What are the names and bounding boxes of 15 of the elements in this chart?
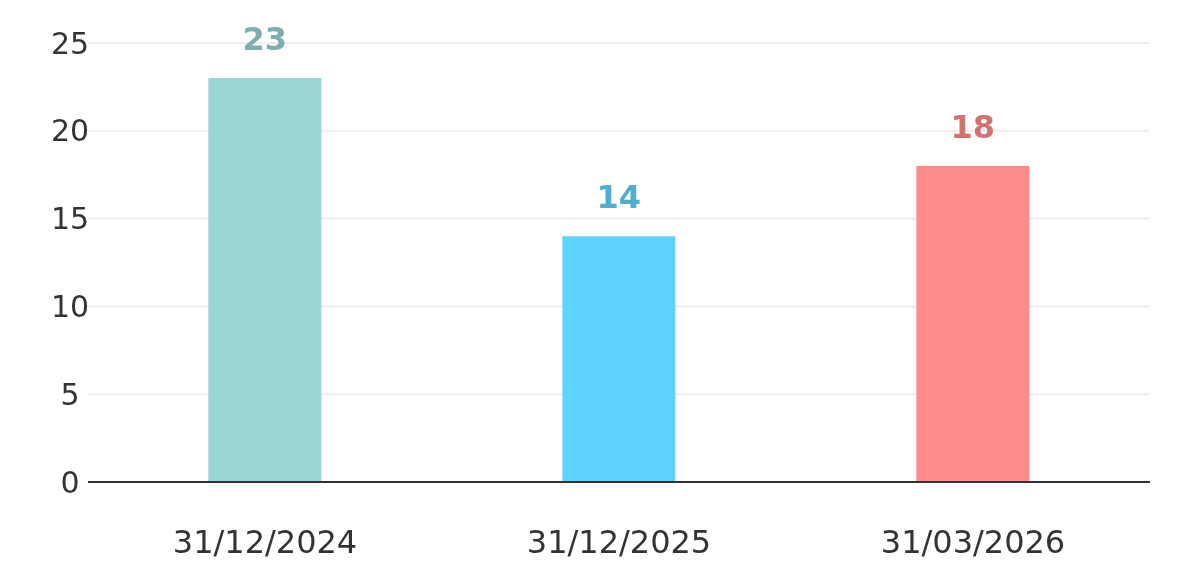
bar <box>916 165 1030 482</box>
data-label: 23 <box>242 20 288 59</box>
x-tick-label: 31/03/2026 <box>880 522 1066 561</box>
bar <box>208 78 322 482</box>
y-tick-label: 5 <box>60 376 80 412</box>
x-tick-label: 31/12/2024 <box>172 522 358 561</box>
data-label: 14 <box>596 178 642 217</box>
bar <box>562 236 676 482</box>
y-tick-label: 20 <box>50 113 90 149</box>
x-tick-label: 31/12/2025 <box>526 522 712 561</box>
y-tick-label: 0 <box>60 464 80 500</box>
y-tick-label: 10 <box>50 289 90 325</box>
data-label: 18 <box>950 107 996 146</box>
y-tick-label: 15 <box>50 201 90 237</box>
y-tick-label: 25 <box>50 25 90 61</box>
